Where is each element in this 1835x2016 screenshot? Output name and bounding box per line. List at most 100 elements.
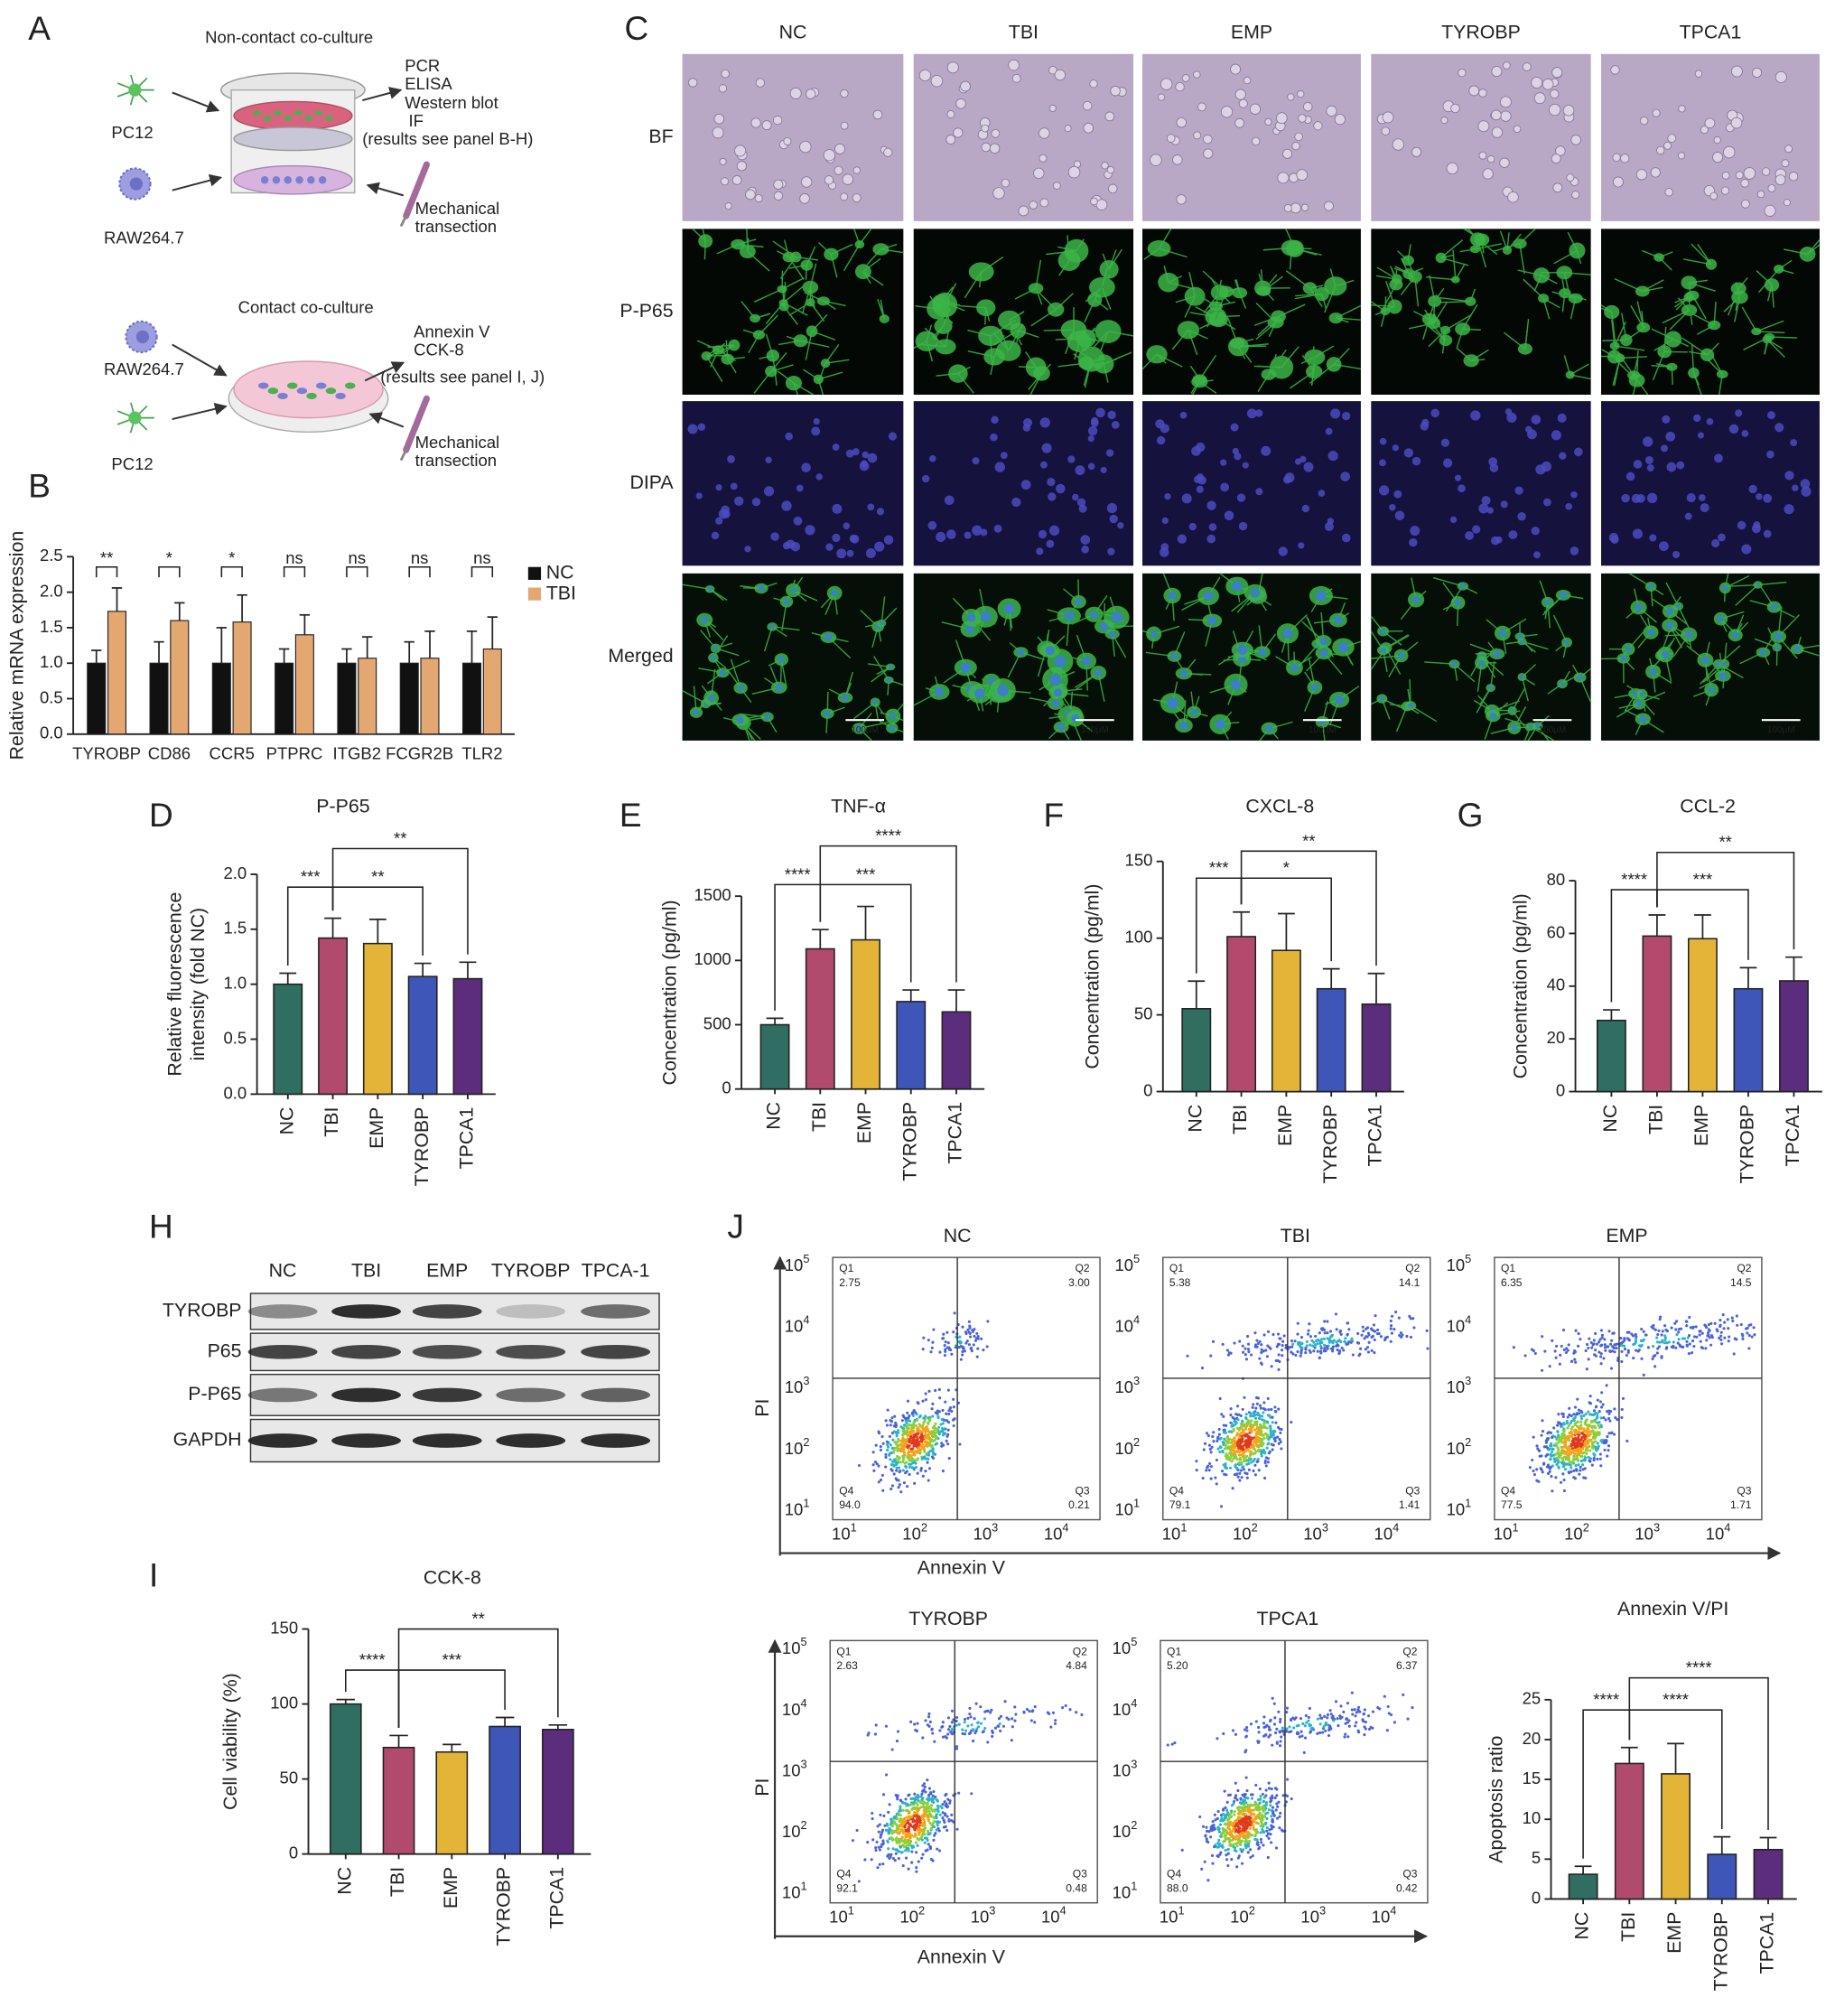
cell bbox=[1752, 67, 1763, 78]
cell bbox=[1234, 117, 1245, 128]
pipette-body bbox=[403, 161, 430, 219]
cell bbox=[766, 350, 780, 362]
cell bbox=[945, 135, 956, 145]
nucleus bbox=[1203, 591, 1214, 602]
cell bbox=[752, 330, 766, 340]
flow-event bbox=[895, 1827, 899, 1831]
flow-event bbox=[1340, 1346, 1344, 1349]
flow-event bbox=[1276, 1435, 1280, 1439]
flow-event bbox=[1261, 1418, 1264, 1422]
flow-event bbox=[923, 1440, 927, 1443]
nucleus bbox=[1684, 512, 1692, 520]
flow-event bbox=[1580, 1463, 1585, 1467]
flow-event bbox=[1550, 1475, 1553, 1479]
flow-event bbox=[1318, 1331, 1321, 1335]
nucleus bbox=[1700, 503, 1709, 513]
flow-event bbox=[1582, 1414, 1586, 1418]
nucleus bbox=[1504, 408, 1513, 415]
flow-event bbox=[1260, 1343, 1263, 1347]
flow-event bbox=[955, 1827, 959, 1831]
flow-event bbox=[916, 1432, 919, 1436]
flow-event bbox=[1587, 1346, 1590, 1349]
flow-event bbox=[1319, 1327, 1324, 1330]
flow-event bbox=[927, 1479, 930, 1482]
flow-event bbox=[1635, 1349, 1638, 1352]
flow-event bbox=[1255, 1339, 1259, 1342]
flow-event bbox=[1599, 1355, 1603, 1358]
flow-event bbox=[1249, 1412, 1253, 1415]
flow-event bbox=[1571, 1460, 1575, 1463]
flow-event bbox=[904, 1841, 908, 1844]
flow-event bbox=[1075, 1711, 1078, 1714]
nucleus bbox=[695, 492, 703, 499]
flow-event bbox=[1228, 1466, 1233, 1470]
flow-event bbox=[1740, 1332, 1744, 1336]
flow-event bbox=[924, 1430, 927, 1433]
flow-event bbox=[1232, 1424, 1235, 1428]
cell bbox=[1465, 296, 1476, 306]
cell bbox=[1767, 184, 1776, 192]
cell bbox=[1533, 92, 1546, 105]
quadrant-name: Q4 bbox=[1501, 1484, 1515, 1497]
flow-event bbox=[975, 1355, 979, 1358]
flow-event bbox=[905, 1844, 908, 1848]
nucleus bbox=[865, 548, 876, 559]
nucleus bbox=[1454, 474, 1462, 481]
flow-event bbox=[896, 1848, 899, 1852]
lane-label: TBI bbox=[351, 1259, 381, 1281]
pipette-icon bbox=[399, 395, 430, 462]
flow-event bbox=[1344, 1337, 1347, 1340]
flow-event bbox=[897, 1813, 900, 1817]
flow-event bbox=[1239, 1438, 1243, 1442]
cell bbox=[1184, 286, 1206, 306]
flow-event bbox=[1653, 1328, 1657, 1331]
flow-event bbox=[1573, 1358, 1577, 1361]
flow-event bbox=[1366, 1331, 1371, 1335]
flow-event bbox=[1269, 1415, 1272, 1419]
tick-exponent: 2 bbox=[1583, 1521, 1589, 1535]
nucleus bbox=[964, 531, 972, 539]
flow-event bbox=[1246, 1459, 1250, 1462]
flow-event bbox=[941, 1337, 945, 1340]
flow-event bbox=[1570, 1414, 1573, 1418]
cell bbox=[1326, 357, 1342, 372]
quadrant-value: 2.75 bbox=[839, 1276, 861, 1289]
cell bbox=[968, 262, 994, 282]
micrograph bbox=[1142, 401, 1361, 566]
nucleus bbox=[711, 531, 720, 540]
flow-event bbox=[971, 1330, 974, 1333]
flow-event bbox=[1672, 1344, 1675, 1348]
flow-event bbox=[933, 1439, 936, 1442]
flow-event bbox=[1237, 1453, 1241, 1457]
macrophage-nucleus bbox=[135, 330, 150, 344]
flow-event bbox=[1323, 1320, 1327, 1323]
lower-cell bbox=[272, 176, 281, 184]
tick-exponent: 3 bbox=[803, 1375, 809, 1388]
flow-event bbox=[1235, 1426, 1239, 1430]
flow-event bbox=[1294, 1353, 1298, 1357]
x-tick-label: 103 bbox=[973, 1521, 999, 1544]
flow-event bbox=[1547, 1448, 1551, 1451]
flow-event bbox=[1257, 1413, 1261, 1416]
flow-event bbox=[892, 1472, 896, 1476]
flow-event bbox=[1588, 1430, 1591, 1433]
flow-event bbox=[1602, 1416, 1606, 1420]
flow-event bbox=[1271, 1415, 1274, 1419]
flow-event bbox=[949, 1348, 953, 1352]
cell bbox=[1700, 348, 1715, 362]
flow-event bbox=[1265, 1355, 1269, 1358]
flow-event bbox=[1710, 1336, 1714, 1339]
flow-event bbox=[1692, 1335, 1696, 1339]
cell bbox=[1256, 285, 1271, 296]
flow-event bbox=[1280, 1427, 1283, 1432]
flow-event bbox=[1577, 1331, 1580, 1336]
flow-event bbox=[912, 1429, 916, 1433]
flow-event bbox=[1278, 1438, 1281, 1442]
flow-event bbox=[1231, 1440, 1234, 1443]
nucleus bbox=[1327, 518, 1334, 525]
cell bbox=[1282, 148, 1293, 159]
flow-event bbox=[1203, 1442, 1207, 1445]
flow-event bbox=[1595, 1449, 1598, 1452]
flow-event bbox=[900, 1835, 904, 1839]
lower-cell bbox=[307, 176, 315, 184]
